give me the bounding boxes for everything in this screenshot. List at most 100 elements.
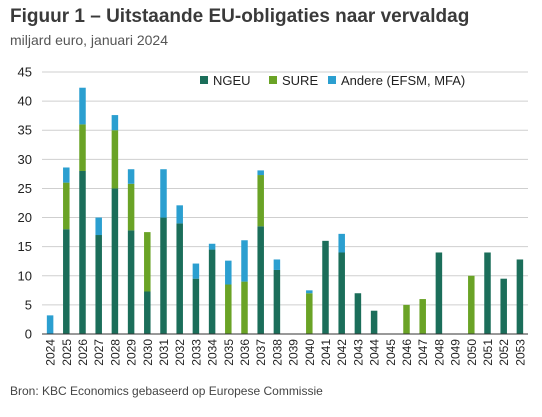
y-tick-label: 15 [18,239,32,254]
bar-segment [176,223,183,334]
legend-label: Andere (EFSM, MFA) [341,73,465,88]
y-tick-label: 30 [18,152,32,167]
x-tick-label: 2027 [92,339,106,366]
bar-segment [338,233,345,253]
bar-segment [160,169,167,218]
x-tick-label: 2049 [449,339,463,366]
y-tick-label: 0 [25,327,32,342]
x-tick-label: 2047 [416,339,430,366]
gridlines [42,71,528,306]
bar-segment [354,293,362,334]
x-tick-label: 2040 [303,339,317,366]
bar-segment [241,240,248,282]
legend-swatch [328,76,336,84]
x-tick-label: 2024 [44,339,58,366]
bar-segment [225,260,232,285]
bar-segment [208,243,216,250]
source-note: Bron: KBC Economics gebaseerd op Europes… [10,384,323,398]
bar-segment [500,278,507,334]
bar-segment [419,299,426,334]
bar-segment [46,315,54,334]
x-tick-label: 2043 [351,339,365,366]
y-tick-label: 5 [25,297,32,312]
x-tick-label: 2029 [125,339,139,366]
legend-label: SURE [282,73,318,88]
legend-label: NGEU [213,73,251,88]
x-tick-label: 2039 [287,339,301,366]
x-tick-label: 2026 [76,339,90,366]
bar-segment [127,230,135,334]
bar-segment [63,167,70,183]
x-tick-label: 2030 [141,339,155,366]
x-tick-label: 2042 [335,339,349,366]
bar-segment [306,293,313,334]
x-tick-label: 2037 [254,339,268,366]
x-tick-label: 2051 [481,339,495,366]
bar-segment [273,269,281,334]
bar-segment [322,240,329,334]
y-tick-label: 45 [18,65,32,80]
bar-segment [338,252,345,334]
bar-segment [79,170,86,334]
bar-segment [208,249,216,334]
bar-segment [63,229,70,334]
bar-segment [192,263,200,279]
legend-swatch [200,76,208,84]
x-tick-label: 2041 [319,339,333,366]
x-tick-label: 2046 [400,339,414,366]
y-tick-label: 40 [18,94,32,109]
bar-segment [111,188,119,334]
x-tick-label: 2045 [384,339,398,366]
bar-segment [176,205,183,224]
x-axis-ticks: 2024 2025 2026 2027 2028 2029 2030 2031 2032 2033… [44,339,528,366]
bar-segment [435,252,443,334]
x-tick-label: 2053 [513,339,527,366]
bar-segment [95,217,102,236]
y-tick-label: 10 [18,268,32,283]
bar-segment [225,284,232,334]
x-tick-label: 2048 [432,339,446,366]
bar-segment [257,175,264,227]
bar-segment [192,278,200,334]
bar-segment [144,232,151,292]
bars [46,87,524,334]
bar-segment [306,290,313,294]
legend-swatch [269,76,277,84]
bar-segment [160,217,167,334]
x-tick-label: 2052 [497,339,511,366]
bar-segment [516,259,524,334]
y-tick-label: 35 [18,123,32,138]
bar-segment [95,235,102,334]
x-tick-label: 2025 [60,339,74,366]
x-tick-label: 2033 [189,339,203,366]
legend: NGEU SURE Andere (EFSM, MFA) [200,73,465,88]
bar-segment [403,304,410,334]
bar-segment [111,130,119,189]
x-tick-label: 2036 [238,339,252,366]
bar-segment [257,170,264,176]
bar-segment [468,275,475,334]
bar-segment [257,226,264,334]
bar-segment [241,281,248,334]
bar-segment [63,182,70,230]
x-tick-label: 2028 [108,339,122,366]
x-tick-label: 2032 [173,339,187,366]
bar-segment [273,259,281,270]
bar-segment [370,310,378,334]
bar-segment [79,124,86,171]
x-tick-label: 2035 [222,339,236,366]
x-tick-label: 2031 [157,339,171,366]
bar-segment [79,87,86,125]
bar-segment [144,291,151,334]
y-tick-label: 25 [18,181,32,196]
bar-segment [484,252,491,334]
x-tick-label: 2044 [368,339,382,366]
x-tick-label: 2034 [206,339,220,366]
y-axis-ticks: 0 5 10 15 20 25 30 35 40 45 [18,65,32,342]
x-tick-label: 2050 [465,339,479,366]
bar-segment [127,169,135,184]
bar-segment [111,115,119,131]
chart-subtitle: miljard euro, januari 2024 [10,32,168,48]
x-tick-label: 2038 [270,339,284,366]
